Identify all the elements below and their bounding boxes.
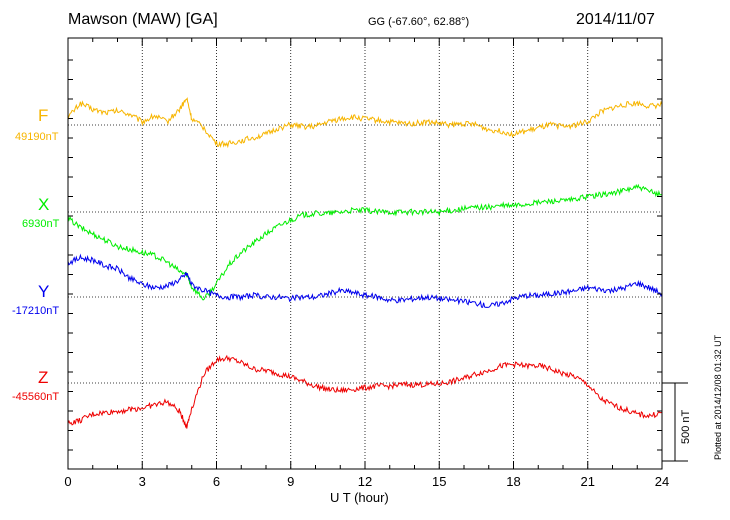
x-tick-label: 15: [432, 474, 446, 489]
x-tick-label: 9: [287, 474, 294, 489]
x-tick-label: 3: [139, 474, 146, 489]
scale-bar: [662, 382, 688, 462]
series-name-z: Z: [38, 368, 49, 387]
x-tick-label: 0: [64, 474, 71, 489]
coordinates-label: GG (-67.60°, 62.88°): [368, 16, 470, 28]
plotted-timestamp: Plotted at 2014/12/08 01:32 UT: [713, 334, 723, 460]
baseline-label-y: -17210nT: [12, 305, 60, 317]
series-line-f: [67, 97, 663, 149]
x-tick-label: 18: [506, 474, 520, 489]
station-title: Mawson (MAW) [GA]: [68, 11, 218, 28]
baseline-label-z: -45560nT: [12, 391, 60, 403]
date-label: 2014/11/07: [576, 11, 655, 28]
x-tick-label: 24: [655, 474, 669, 489]
series-name-f: F: [38, 106, 49, 125]
x-axis-title: U T (hour): [330, 490, 389, 505]
series-name-y: Y: [38, 282, 50, 301]
x-tick-label: 21: [581, 474, 595, 489]
baseline-label-x: 6930nT: [22, 218, 60, 230]
series-line-y: [67, 253, 663, 308]
series-line-z: [67, 354, 663, 429]
x-tick-label: 12: [358, 474, 372, 489]
axis-ticks: 0 3 6 9 12 15 18 21 24: [64, 38, 669, 489]
baseline-label-f: 49190nT: [15, 131, 59, 143]
scale-bar-label: 500 nT: [680, 409, 692, 444]
series-layer: [67, 97, 663, 429]
series-name-x: X: [38, 195, 50, 214]
x-tick-label: 6: [213, 474, 220, 489]
series-line-x: [67, 183, 663, 301]
